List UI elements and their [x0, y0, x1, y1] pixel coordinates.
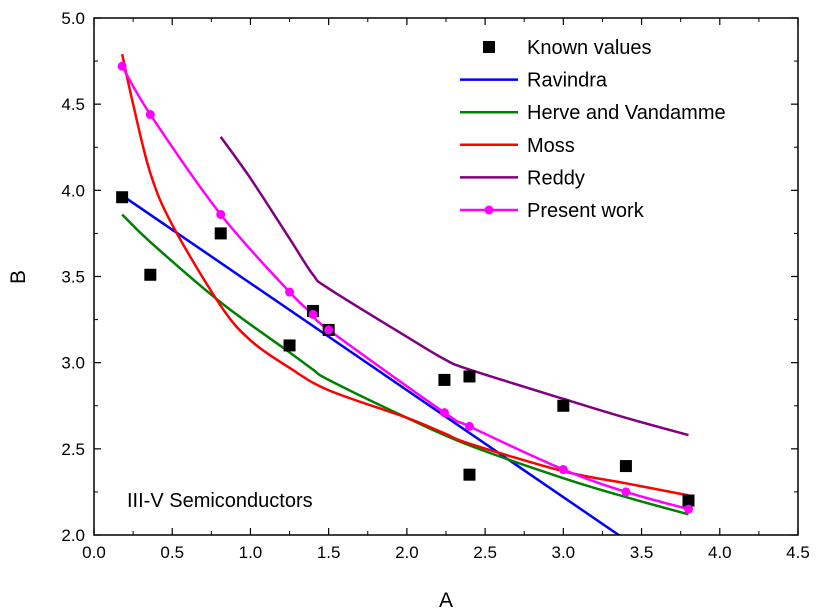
data-point-known-values [116, 191, 129, 204]
data-point-known-values [283, 339, 296, 352]
data-point-known-values [682, 494, 695, 507]
data-point-present-work [464, 421, 474, 431]
x-tick-label: 3.0 [552, 543, 576, 562]
data-point-present-work [621, 487, 631, 497]
data-point-present-work [117, 61, 127, 71]
x-axis-title: A [439, 589, 453, 612]
data-point-known-values [438, 373, 451, 386]
x-tick-label: 0.5 [160, 543, 184, 562]
x-tick-label: 4.5 [786, 543, 810, 562]
x-axis: 0.0 0.5 1.0 1.5 2.0 2.5 3.0 3.5 4.0 4.5 [82, 18, 810, 562]
x-tick-label: 3.5 [630, 543, 654, 562]
data-point-present-work [439, 408, 449, 418]
x-tick-label: 1.5 [317, 543, 341, 562]
series-line-moss [120, 53, 689, 497]
data-point-present-work [324, 325, 334, 335]
data-point-known-values [619, 460, 632, 473]
legend-label-reddy: Reddy [527, 167, 585, 189]
legend-label-known-values: Known values [527, 37, 652, 59]
x-tick-label: 1.0 [239, 543, 263, 562]
legend-label-moss: Moss [527, 135, 575, 157]
legend-label-present-work: Present work [527, 200, 645, 222]
y-tick-label: 5.0 [61, 9, 85, 28]
data-point-present-work [683, 504, 693, 514]
data-point-known-values [214, 227, 227, 240]
data-point-known-values [463, 370, 476, 383]
legend-marker-present-work [484, 205, 494, 215]
legend: Known values Ravindra Herve and Vandamme Mo… [460, 37, 726, 222]
x-tick-label: 0.0 [82, 543, 106, 562]
legend-label-herve-and-vandamme: Herve and Vandamme [527, 102, 726, 124]
series-line-present-work [121, 65, 689, 511]
y-tick-label: 3.5 [61, 268, 85, 287]
data-point-known-values [557, 399, 570, 412]
y-tick-label: 3.0 [61, 354, 85, 373]
data-point-present-work [308, 309, 318, 319]
series-line-ravindra [121, 194, 621, 535]
series-line-reddy [219, 136, 689, 437]
chart-annotation: III-V Semiconductors [127, 490, 313, 512]
y-axis-title: B [7, 270, 30, 284]
plot-frame [93, 17, 799, 536]
legend-label-ravindra: Ravindra [527, 70, 608, 92]
x-tick-label: 2.5 [473, 543, 497, 562]
data-point-known-values [144, 268, 157, 281]
x-tick-label: 2.0 [395, 543, 419, 562]
data-point-present-work [216, 209, 226, 219]
series-line-herve-and-vandamme [121, 213, 689, 516]
data-point-present-work [145, 110, 155, 120]
data-point-present-work [285, 287, 295, 297]
x-tick-label: 4.0 [708, 543, 732, 562]
y-tick-label: 4.0 [61, 181, 85, 200]
y-tick-label: 4.5 [61, 95, 85, 114]
plot-area [116, 53, 695, 535]
y-tick-label: 2.5 [61, 440, 85, 459]
legend-marker-known-values [483, 41, 495, 53]
data-point-present-work [558, 465, 568, 475]
y-axis: 2.0 2.5 3.0 3.5 4.0 4.5 5.0 [61, 9, 798, 545]
data-point-known-values [463, 468, 476, 481]
y-tick-label: 2.0 [61, 526, 85, 545]
